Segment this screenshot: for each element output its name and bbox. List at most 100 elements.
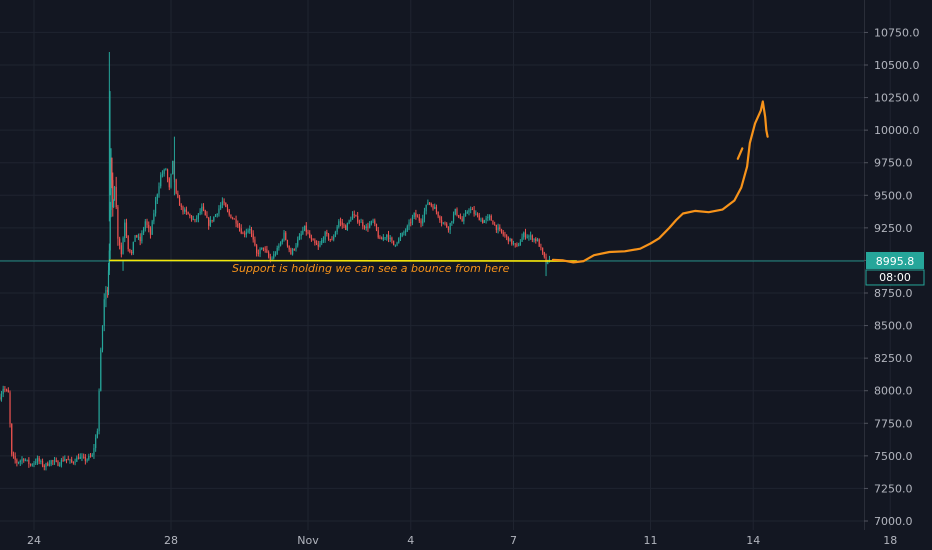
candle — [511, 238, 513, 244]
candle — [531, 235, 533, 241]
candle — [403, 232, 405, 234]
candle — [516, 244, 518, 246]
projection-arrow-tail — [736, 147, 744, 160]
candle — [452, 214, 455, 222]
candle — [158, 186, 160, 195]
candle — [463, 216, 465, 222]
candle — [139, 236, 141, 242]
candle — [276, 248, 278, 254]
candle — [464, 212, 467, 217]
candle — [72, 462, 74, 463]
candle — [274, 253, 277, 255]
candle — [362, 222, 364, 227]
price-tick-label: 8750.0 — [874, 287, 913, 300]
candle — [201, 206, 203, 212]
candle — [375, 224, 378, 231]
candle — [437, 211, 439, 217]
candle — [64, 459, 66, 461]
candle — [86, 459, 88, 461]
candle — [88, 456, 90, 460]
candle — [190, 215, 193, 220]
candle — [319, 243, 321, 247]
time-axis[interactable]: 24 28 Nov 4 7 11 14 18 — [27, 534, 897, 547]
candle — [298, 235, 301, 240]
candle — [295, 245, 297, 250]
candle — [180, 205, 182, 207]
candle — [466, 212, 468, 213]
candle — [21, 459, 23, 461]
candle — [494, 224, 496, 226]
candle — [79, 456, 81, 459]
candle — [381, 238, 383, 240]
candle — [208, 217, 210, 226]
candle — [492, 220, 494, 225]
price-tick-label: 8500.0 — [874, 320, 913, 333]
candle — [314, 240, 316, 244]
candle — [293, 249, 295, 250]
candle — [365, 226, 367, 229]
candle — [38, 458, 40, 462]
candle — [360, 222, 362, 223]
candle — [483, 220, 485, 223]
candle — [41, 461, 44, 466]
candle — [351, 214, 354, 220]
candles — [0, 51, 551, 471]
candle — [182, 206, 184, 212]
candle — [321, 240, 323, 244]
candle — [290, 249, 292, 255]
last-price-tag — [866, 251, 924, 269]
drawings[interactable]: Support is holding we can see a bounce f… — [0, 100, 864, 276]
candle — [456, 208, 458, 216]
candle — [220, 205, 222, 209]
candle — [331, 239, 333, 241]
candle — [202, 206, 205, 211]
candle — [338, 221, 340, 227]
candle — [62, 459, 64, 461]
candle — [440, 220, 443, 223]
candle — [103, 299, 105, 326]
candle — [226, 206, 229, 211]
candle — [499, 227, 501, 230]
candle — [213, 216, 215, 221]
candle — [254, 239, 256, 246]
candle — [442, 222, 444, 224]
candle — [45, 463, 47, 468]
candle — [177, 193, 179, 198]
candle — [367, 226, 369, 228]
candle — [238, 226, 241, 229]
candle — [194, 219, 196, 220]
candle — [223, 201, 225, 203]
candle — [312, 239, 314, 241]
candle — [422, 218, 424, 224]
candle — [28, 459, 30, 465]
candle — [391, 237, 393, 241]
candle — [389, 237, 391, 240]
price-axis[interactable]: 7000.0 7250.0 7500.0 7750.0 8000.0 8250.0 8500… — [864, 26, 925, 528]
candle — [228, 210, 230, 215]
candle — [55, 460, 57, 462]
time-tick-label: 28 — [164, 534, 178, 547]
candle — [379, 237, 381, 239]
candle — [26, 459, 28, 461]
candle — [59, 464, 61, 466]
candle — [540, 246, 542, 248]
candle — [281, 240, 283, 242]
candle — [52, 460, 54, 462]
candle — [175, 179, 177, 194]
candle — [509, 238, 511, 242]
candle — [67, 459, 69, 461]
candle — [478, 215, 480, 221]
candle — [536, 239, 539, 242]
candle — [132, 241, 134, 254]
candle — [428, 202, 431, 204]
candle — [297, 239, 299, 246]
candle — [242, 233, 244, 235]
candle — [326, 232, 328, 235]
candle — [172, 160, 174, 175]
candle — [153, 213, 155, 222]
candle — [317, 244, 319, 247]
candle — [178, 197, 181, 206]
candle — [47, 463, 49, 466]
